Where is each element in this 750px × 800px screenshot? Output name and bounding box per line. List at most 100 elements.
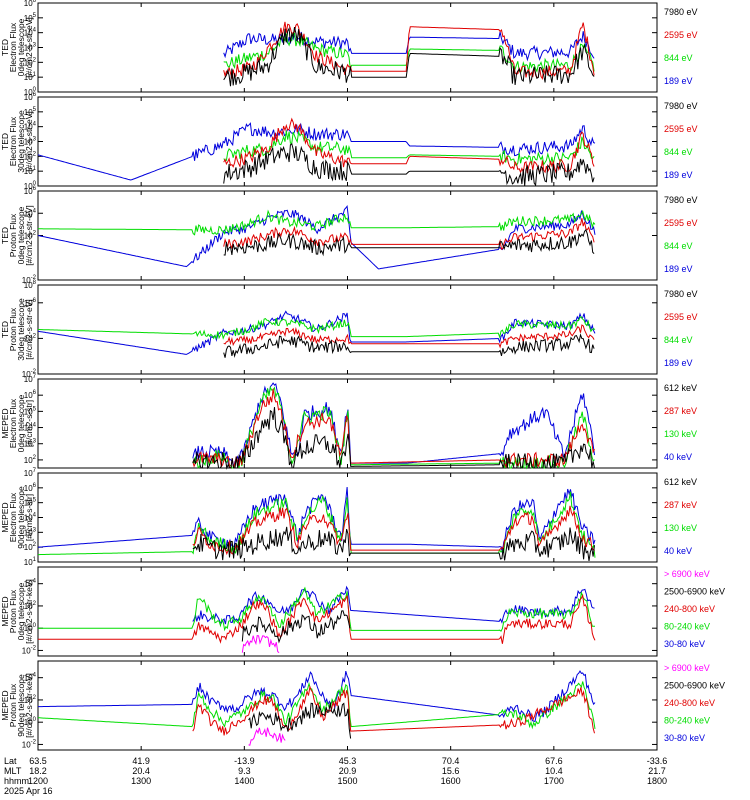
legend-entry: 844 eV <box>664 147 693 157</box>
y-tick-exponent: 6 <box>33 186 37 192</box>
footer-value: 63.5 <box>29 756 47 766</box>
panel-frame <box>37 284 658 375</box>
y-tick-label: 104 <box>24 208 37 218</box>
ylabel-line: [#/cm2-s-str-keV] <box>24 673 34 738</box>
ylabel-line: Proton Flux <box>8 683 18 727</box>
series-trace-black <box>223 333 595 358</box>
y-tick-label: 103 <box>24 137 37 147</box>
ylabel-line: 30deg telescope <box>16 110 26 173</box>
y-tick-label: 100 <box>24 717 37 727</box>
legend-entry: 7980 eV <box>664 101 698 111</box>
panel-ylabel: MEPEDElectron Flux90deg telescope[#/cm2-… <box>0 486 34 549</box>
panel-ylabel: TEDProton Flux30deg telescope[#/cm2-s-st… <box>0 298 34 361</box>
series-trace-blue <box>37 486 596 553</box>
y-tick-label: 107 <box>24 468 37 478</box>
y-tick-exponent: 7 <box>33 468 37 474</box>
y-tick-exponent: 2 <box>33 231 37 237</box>
legend-entry: 189 eV <box>664 76 693 86</box>
series-trace-green <box>38 209 596 236</box>
legend-entry: 287 keV <box>664 406 697 416</box>
legend-entry: 2595 eV <box>664 218 698 228</box>
y-tick-label: 102 <box>24 151 37 161</box>
ylabel-line: [#/cm2-s-str] <box>24 494 34 541</box>
y-tick-label: 104 <box>24 673 37 683</box>
ylabel-line: [#/cm2-s-str-eV] <box>24 17 34 77</box>
legend-entry: 2500-6900 keV <box>664 587 725 597</box>
series-trace-magenta <box>248 727 286 746</box>
panel-ylabel: MEPEDProton Flux90deg telescope[#/cm2-s-… <box>0 673 34 738</box>
ylabel-line: MEPED <box>0 690 10 720</box>
y-tick-label: 106 <box>24 186 37 196</box>
y-tick-exponent: 5 <box>33 107 37 113</box>
series-trace-red <box>192 505 595 556</box>
y-tick-label: 105 <box>24 13 37 23</box>
y-tick-exponent: 1 <box>33 557 37 563</box>
y-tick-exponent: 0 <box>33 717 37 723</box>
y-tick-exponent: 6 <box>33 483 37 489</box>
footer-value: 9.3 <box>238 766 251 776</box>
y-tick-label: 104 <box>24 579 37 589</box>
y-tick-label: 102 <box>24 231 37 241</box>
series-trace-black <box>223 143 595 187</box>
date-label: 2025 Apr 16 <box>4 786 53 796</box>
footer-row-label: MLT <box>4 766 22 776</box>
legend-entry: 130 keV <box>664 429 697 439</box>
footer-axis: Lat 63.5 41.9 -13.9 45.3 70.4 67.6 -33.6 MLT 18.2… <box>4 756 667 796</box>
legend-entry: 2595 eV <box>664 30 698 40</box>
footer-value: 70.4 <box>442 756 460 766</box>
ylabel-line: [#/cm2-s-str-keV] <box>24 579 34 644</box>
series-trace-red <box>38 593 596 644</box>
y-tick-label: 105 <box>24 406 37 416</box>
ylabel-line: 0deg telescope <box>16 394 26 452</box>
y-tick-label: 103 <box>24 43 37 53</box>
series-trace-blue <box>38 670 596 722</box>
legend-entry: 287 keV <box>664 500 697 510</box>
ylabel-line: 0deg telescope <box>16 18 26 76</box>
footer-value: 10.4 <box>545 766 563 776</box>
y-tick-exponent: -2 <box>31 645 37 651</box>
y-tick-exponent: 5 <box>33 498 37 504</box>
y-tick-label: 10-2 <box>22 645 37 655</box>
legend-entry: 7980 eV <box>664 195 698 205</box>
y-tick-exponent: 2 <box>33 455 37 461</box>
footer-row-label: hhmm <box>4 776 29 786</box>
series-trace-blue <box>192 585 595 625</box>
legend-entry: 189 eV <box>664 170 693 180</box>
y-tick-exponent: 2 <box>33 333 37 339</box>
ylabel-line: 0deg telescope <box>16 582 26 640</box>
legend-entry: 240-800 keV <box>664 698 715 708</box>
series-trace-red <box>192 388 595 469</box>
y-tick-exponent: 0 <box>33 623 37 629</box>
ylabel-line: 90deg telescope <box>16 674 26 737</box>
footer-value: 15.6 <box>442 766 460 776</box>
y-tick-exponent: -2 <box>31 739 37 745</box>
y-tick-label: 101 <box>24 72 37 82</box>
ylabel-line: Electron Flux <box>8 492 18 542</box>
y-tick-exponent: 0 <box>33 87 37 93</box>
y-tick-label: 102 <box>24 695 37 705</box>
series-trace-black <box>241 610 351 644</box>
footer-value: 1300 <box>131 776 151 786</box>
footer-value: 18.2 <box>29 766 47 776</box>
y-tick-exponent: 4 <box>33 673 37 679</box>
y-tick-label: 108 <box>24 280 37 290</box>
y-tick-label: 10-2 <box>22 369 37 379</box>
legend-entry: 844 eV <box>664 335 693 345</box>
y-tick-exponent: 7 <box>33 374 37 380</box>
footer-value: 41.9 <box>132 756 150 766</box>
ylabel-line: Electron Flux <box>8 398 18 448</box>
series-trace-blue <box>37 205 596 270</box>
legend-entry: 30-80 keV <box>664 733 705 743</box>
legend-entry: 40 keV <box>664 452 692 462</box>
panel-ylabel: TEDElectron Flux30deg telescope[#/cm2-s-… <box>0 110 34 173</box>
y-tick-label: 106 <box>24 298 37 308</box>
legend-entry: 7980 eV <box>664 289 698 299</box>
y-tick-label: 100 <box>24 623 37 633</box>
footer-row-label: Lat <box>4 756 17 766</box>
y-tick-label: 10-2 <box>22 739 37 749</box>
series-trace-black <box>192 526 595 561</box>
